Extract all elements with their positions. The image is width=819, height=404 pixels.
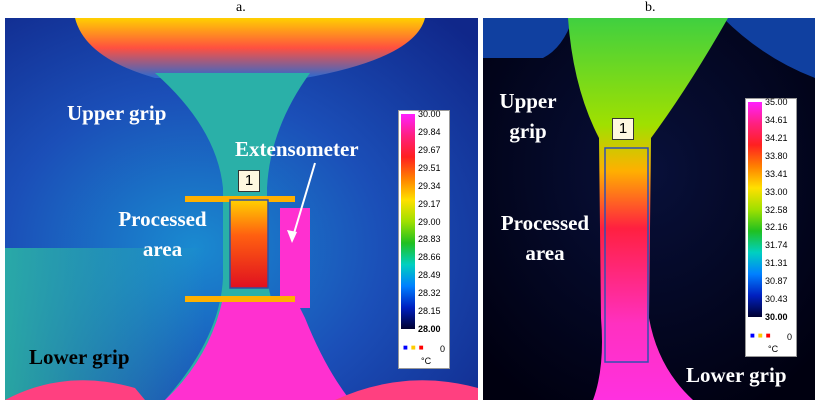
- legend-icons: ■■■: [750, 331, 774, 340]
- scale-label: 28.00: [418, 324, 441, 334]
- annotation: Upper grip: [493, 86, 563, 146]
- unit: °C: [768, 344, 778, 354]
- legend-icons: ■■■: [403, 343, 427, 352]
- scale-label: 30.00: [418, 109, 441, 119]
- annotation: Processed area: [485, 208, 605, 268]
- thermal-image-b: Upper grip Processed area Lower grip 1 3…: [483, 18, 815, 400]
- scale-label: 29.84: [418, 127, 441, 137]
- region-marker: 1: [238, 170, 260, 192]
- scale-label: 28.32: [418, 288, 441, 298]
- zero: 0: [787, 332, 792, 342]
- color-scale: 35.00 34.61 34.21 33.80 33.41 33.00 32.58 32.16…: [745, 98, 797, 357]
- scale-label: 33.41: [765, 169, 788, 179]
- scale-label: 28.15: [418, 306, 441, 316]
- caption: a.: [236, 0, 246, 16]
- scale-label: 30.43: [765, 294, 788, 304]
- scale-label: 32.16: [765, 222, 788, 232]
- zero: 0: [440, 344, 445, 354]
- page: a. b. Upper grip Extensometer Processed …: [0, 0, 819, 404]
- clip: [185, 296, 295, 302]
- scale-label: 29.34: [418, 181, 441, 191]
- scale-label: 29.00: [418, 217, 441, 227]
- warm-region: [5, 248, 205, 400]
- scale-label: 29.17: [418, 199, 441, 209]
- scale-label: 33.80: [765, 151, 788, 161]
- annotation: Extensometer: [235, 134, 359, 164]
- scale-label: 28.49: [418, 270, 441, 280]
- scale-label: 28.66: [418, 252, 441, 262]
- strip: [748, 102, 762, 317]
- scale-label: 29.67: [418, 145, 441, 155]
- processed-area: [230, 200, 268, 288]
- scale-label: 31.31: [765, 258, 788, 268]
- region-marker: 1: [612, 118, 634, 140]
- extensometer-shape: [280, 208, 310, 308]
- scale-label: 35.00: [765, 97, 788, 107]
- scale-label: 33.00: [765, 187, 788, 197]
- unit: °C: [421, 356, 431, 366]
- annotation: Upper grip: [67, 98, 166, 128]
- scale-label: 32.58: [765, 205, 788, 215]
- scale-label: 34.21: [765, 133, 788, 143]
- annotation: Lower grip: [29, 342, 130, 372]
- scale-label: 34.61: [765, 115, 788, 125]
- strip: [401, 114, 415, 329]
- caption: b.: [645, 0, 656, 16]
- scale-label: 31.74: [765, 240, 788, 250]
- annotation: Processed area: [100, 204, 225, 264]
- scale-label: 30.87: [765, 276, 788, 286]
- annotation: Lower grip: [686, 360, 787, 390]
- thermal-image-a: Upper grip Extensometer Processed area L…: [5, 18, 478, 400]
- scale-label: 30.00: [765, 312, 788, 322]
- color-scale: 30.00 29.84 29.67 29.51 29.34 29.17 29.00 28.83…: [398, 110, 450, 369]
- scale-label: 29.51: [418, 163, 441, 173]
- scale-label: 28.83: [418, 234, 441, 244]
